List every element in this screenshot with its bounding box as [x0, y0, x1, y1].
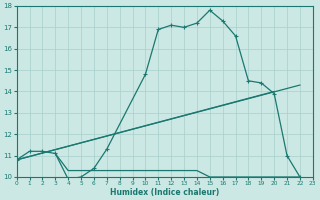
X-axis label: Humidex (Indice chaleur): Humidex (Indice chaleur)	[110, 188, 219, 197]
